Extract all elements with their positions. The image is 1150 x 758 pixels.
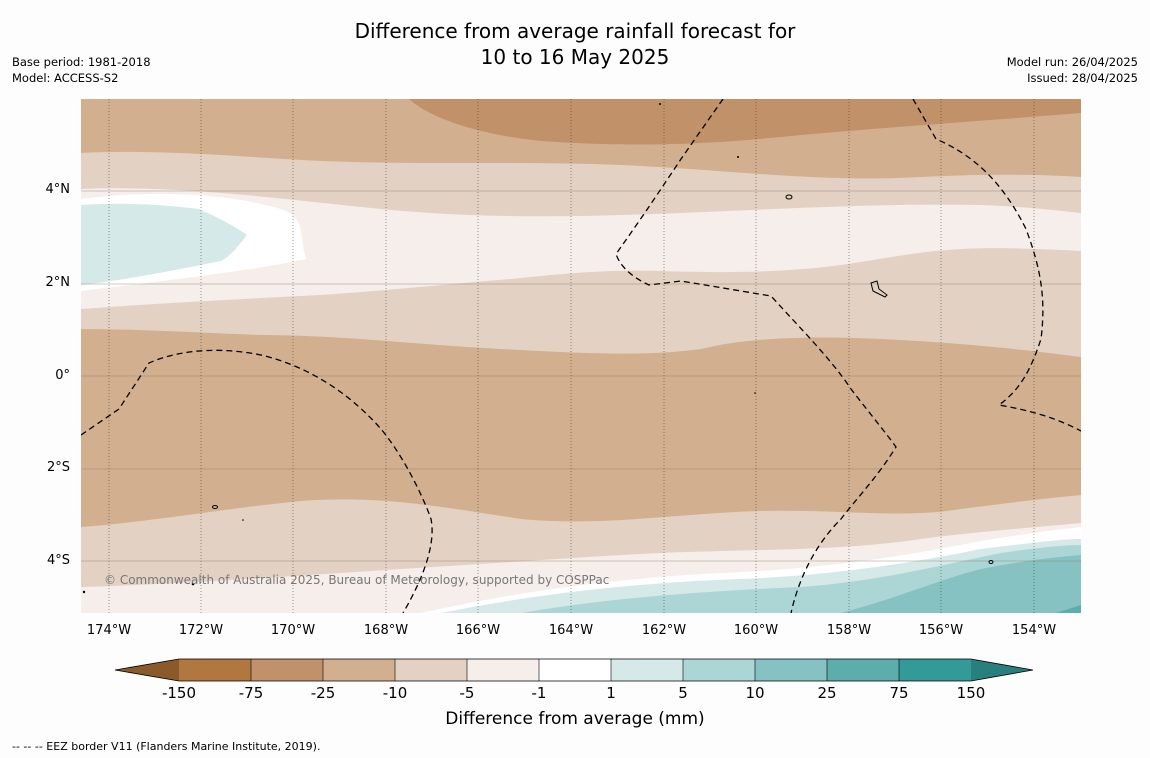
lon-label: 174°W [86, 623, 132, 638]
colorbar-tick: -5 [459, 684, 475, 702]
band-plus25-plus75 [1056, 605, 1081, 613]
lon-label: 158°W [826, 623, 872, 638]
islands [212, 194, 994, 564]
rainfall-anomaly-map [81, 99, 1081, 613]
lon-label: 170°W [270, 623, 316, 638]
colorbar-segment [899, 659, 971, 681]
colorbar-segment [323, 659, 395, 681]
latitude-gridlines [81, 190, 1081, 562]
colorbar-extend-low [115, 659, 179, 681]
colorbar-extend-high [971, 659, 1033, 681]
small-islands [82, 103, 756, 594]
colorbar-tick: -150 [161, 684, 197, 702]
colorbar-segment [467, 659, 539, 681]
lat-label-4n: 4°N [45, 182, 71, 197]
lon-label: 156°W [918, 623, 964, 638]
colorbar-segment [395, 659, 467, 681]
colorbar-tick: 10 [745, 684, 765, 702]
base-period-text: Base period: 1981-2018 [12, 55, 151, 69]
colorbar [112, 656, 1038, 690]
colorbar-tick: -75 [238, 684, 264, 702]
band-minus75-minus25 [409, 99, 1081, 145]
colorbar-segment [179, 659, 251, 681]
colorbar-segment [251, 659, 323, 681]
colorbar-segment [683, 659, 755, 681]
colorbar-tick: 25 [817, 684, 837, 702]
colorbar-tick: -10 [382, 684, 408, 702]
colorbar-tick: -1 [531, 684, 547, 702]
band-plus10-plus25 [841, 555, 1081, 613]
lat-label-2n: 2°N [45, 275, 71, 290]
colorbar-segment [611, 659, 683, 681]
map-title: Difference from average rainfall forecas… [0, 18, 1150, 70]
colorbar-segment [539, 659, 611, 681]
lon-label: 164°W [548, 623, 594, 638]
metadata-left: Base period: 1981-2018 Model: ACCESS-S2 [12, 55, 151, 86]
model-text: Model: ACCESS-S2 [12, 70, 119, 85]
lon-label: 168°W [363, 623, 409, 638]
colorbar-svg [114, 658, 1034, 682]
model-run-text: Model run: 26/04/2025 [1006, 55, 1138, 69]
colorbar-segment [755, 659, 827, 681]
colorbar-tick: 150 [956, 684, 986, 702]
lon-label: 154°W [1011, 623, 1057, 638]
map-svg [81, 99, 1081, 613]
colorbar-segment [827, 659, 899, 681]
lat-label-4s: 4°S [46, 553, 70, 568]
colorbar-tick: 5 [678, 684, 688, 702]
colorbar-tick: 75 [889, 684, 909, 702]
title-line-1: Difference from average rainfall forecas… [354, 19, 796, 43]
lat-label-2s: 2°S [46, 460, 70, 475]
lat-label-0: 0° [55, 368, 70, 383]
lon-label: 166°W [455, 623, 501, 638]
metadata-right: Model run: 26/04/2025 Issued: 28/04/2025 [1007, 55, 1138, 86]
colorbar-outline [114, 658, 1034, 682]
colorbar-tick: -25 [310, 684, 336, 702]
band-minus5-minus1 [81, 188, 1081, 309]
issued-text: Issued: 28/04/2025 [1027, 70, 1138, 85]
eez-footnote: -- -- -- EEZ border V11 (Flanders Marine… [12, 740, 321, 753]
colorbar-label: Difference from average (mm) [445, 709, 705, 729]
colorbar-tick: 1 [606, 684, 616, 702]
band-plus1-plus5-west [81, 203, 247, 285]
eez-borders [81, 99, 1081, 613]
lon-label: 172°W [178, 623, 224, 638]
title-line-2: 10 to 16 May 2025 [480, 45, 670, 69]
lon-label: 160°W [733, 623, 779, 638]
copyright-notice: © Commonwealth of Australia 2025, Bureau… [104, 573, 610, 587]
lon-label: 162°W [641, 623, 687, 638]
